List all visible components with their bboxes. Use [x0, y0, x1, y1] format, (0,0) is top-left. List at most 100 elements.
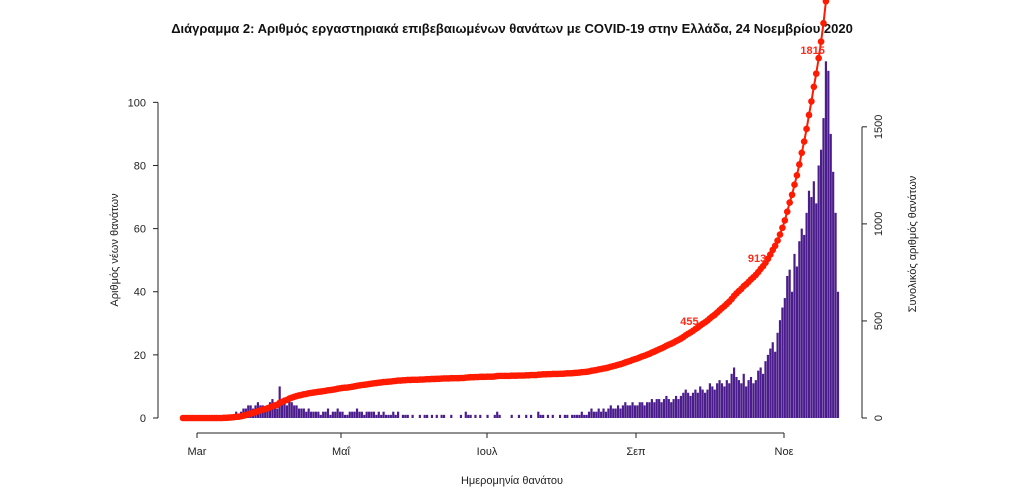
cumulative-point [796, 161, 803, 168]
bar [319, 414, 322, 418]
cumulative-annotations: 455 913 1815 [680, 45, 825, 328]
bar [266, 405, 269, 418]
bar [783, 298, 786, 418]
bar [761, 373, 765, 418]
bar [392, 411, 395, 418]
bar [699, 386, 702, 418]
left-tick-label: 40 [134, 287, 146, 299]
right-tick-label: 500 [873, 312, 885, 330]
bar [604, 411, 608, 418]
bar [474, 414, 477, 418]
cumulative-line [183, 0, 828, 419]
bar [442, 414, 446, 418]
bar [423, 414, 426, 418]
bar [793, 253, 796, 418]
bar [658, 399, 661, 418]
cumulative-point [803, 125, 810, 133]
left-y-axis: 0 20 40 60 80 100 [128, 97, 159, 425]
left-tick-label: 0 [140, 413, 146, 425]
x-tick-label: Mar [188, 446, 207, 458]
bar [290, 402, 293, 418]
bar [585, 414, 588, 418]
bar [575, 414, 579, 418]
bar [786, 275, 789, 418]
bar [667, 399, 670, 418]
bar [370, 411, 373, 418]
x-axis-label: Ημερομηνία θανάτου [461, 475, 563, 487]
bar [824, 61, 828, 418]
cumulative-point [805, 111, 813, 119]
bar [616, 405, 620, 418]
bar [629, 405, 632, 418]
bar [607, 408, 610, 418]
bar [621, 405, 624, 418]
bar [682, 392, 685, 418]
bar [517, 414, 521, 418]
bar [368, 411, 371, 418]
bar [314, 411, 318, 418]
bar [677, 399, 680, 418]
bar [558, 414, 562, 418]
bar [300, 408, 303, 418]
bar [353, 411, 356, 418]
bar [276, 408, 279, 418]
bar [810, 197, 813, 418]
bar [394, 414, 397, 418]
cumulative-point [774, 237, 781, 244]
cumulative-point [788, 191, 796, 199]
bar [805, 212, 808, 418]
bar [493, 414, 496, 418]
bar [590, 408, 593, 418]
bar [372, 411, 376, 418]
bar [312, 411, 315, 418]
bar [650, 399, 653, 418]
bar [566, 414, 569, 418]
bar [510, 414, 513, 418]
bar [310, 411, 313, 418]
bar [297, 408, 301, 418]
bar [643, 405, 646, 418]
bar [609, 405, 612, 418]
bar [384, 414, 388, 418]
bar [293, 405, 296, 418]
bar [351, 411, 354, 418]
bar [778, 320, 782, 418]
bar [375, 414, 378, 418]
x-axis: Mar Μαΐ Ιουλ Σεπ Νοε [188, 432, 794, 458]
bar [626, 405, 629, 418]
bar [380, 414, 383, 418]
bar [694, 389, 697, 418]
bar [288, 395, 291, 418]
cumulative-point [822, 0, 830, 5]
bar [467, 414, 470, 418]
bar [382, 411, 385, 418]
bar [728, 383, 731, 418]
bar [426, 414, 429, 418]
bar [285, 405, 289, 418]
cumulative-annotation: 1815 [800, 45, 824, 57]
bar [283, 399, 286, 418]
bar [363, 414, 366, 418]
bar [759, 367, 762, 418]
bar [749, 376, 753, 418]
bar [324, 411, 327, 418]
cumulative-point [781, 217, 789, 224]
bar [404, 414, 407, 418]
bar [389, 414, 392, 418]
bar [411, 414, 414, 418]
bar [464, 411, 467, 418]
bar [781, 307, 784, 418]
bar [832, 171, 835, 418]
bar [469, 414, 472, 418]
bar [834, 212, 837, 418]
cumulative-point [776, 231, 784, 238]
bar [819, 149, 823, 418]
bar [703, 392, 707, 418]
left-tick-label: 80 [134, 160, 146, 172]
bar [624, 402, 627, 418]
bar [655, 399, 658, 418]
x-tick-label: Ιουλ [477, 446, 498, 458]
chart-title: Διάγραμμα 2: Αριθμός εργαστηριακά επιβεβ… [171, 21, 853, 36]
